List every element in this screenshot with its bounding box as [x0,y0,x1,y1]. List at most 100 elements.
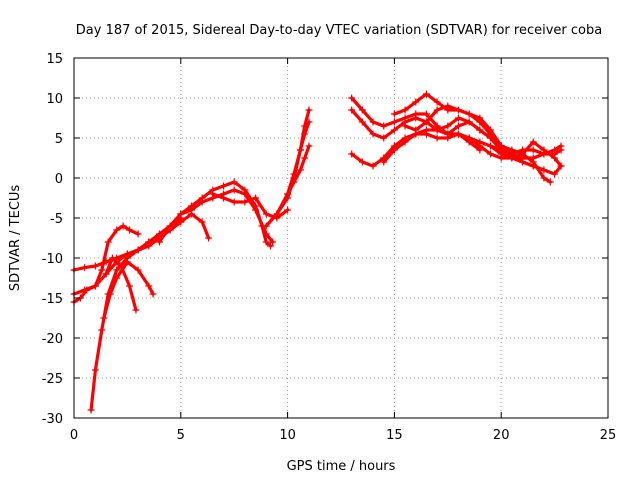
series-trace [350,132,482,168]
y-tick-label: 15 [46,52,63,67]
x-tick-label: 0 [70,428,78,443]
data-point [433,134,441,142]
data-point [540,174,548,182]
data-point [155,238,163,246]
y-tick-label: -30 [42,412,63,427]
data-point [290,170,298,178]
data-point [369,118,377,126]
data-point [444,130,452,138]
data-point [529,158,537,166]
data-point [134,266,142,274]
data-point [305,118,313,126]
data-point [91,262,99,270]
data-point [267,242,275,250]
grid [74,58,608,418]
plot-frame [73,57,609,419]
data-point [422,118,430,126]
x-axis-title: GPS time / hours [287,459,396,474]
data-point [422,110,430,118]
data-point [465,134,473,142]
data-point [209,190,217,198]
data-point [296,166,304,174]
data-point [117,262,125,270]
data-point [220,182,228,190]
data-point [540,146,548,154]
data-point [465,110,473,118]
data-point [487,126,495,134]
data-point [252,194,260,202]
y-tick-label: 10 [46,92,63,107]
data-point [98,326,106,334]
data-point [508,154,516,162]
data-point [465,118,473,126]
data-point [476,142,484,150]
data-point [358,118,366,126]
data-point [262,210,270,218]
data-point [126,226,134,234]
data-point [401,138,409,146]
data-point [557,162,565,170]
data-point [145,238,153,246]
data-point [269,238,277,246]
data-point [145,282,153,290]
data-point [412,126,420,134]
data-point [177,210,185,218]
series-trace [488,140,563,168]
data-point [81,286,89,294]
series-pass-12 [284,142,313,198]
data-point [81,264,89,272]
data-point [119,222,127,230]
data-point [497,150,505,158]
data-point [380,134,388,142]
series-pass-6 [102,254,140,314]
data-point [487,150,495,158]
data-point [551,154,559,162]
data-point [433,106,441,114]
series-pass-8 [177,178,275,250]
data-point [433,126,441,134]
data-point [540,166,548,174]
data-point [476,126,484,134]
data-point [241,186,249,194]
data-point [412,114,420,122]
data-point [284,190,292,198]
data-point [134,230,142,238]
data-point [454,130,462,138]
ticks: 0 5 10 15 20 25 -30 -25 -20 -15 -10 -5 0 5 10 15 [42,52,617,443]
y-tick-label: -20 [42,332,63,347]
series-pass-20 [487,138,565,170]
data-point [91,282,99,290]
data-point [557,146,565,154]
data-point [198,194,206,202]
data-point [529,146,537,154]
data-point [205,234,213,242]
data-point [454,122,462,130]
x-tick-label: 25 [600,428,617,443]
y-tick-label: -10 [42,252,63,267]
series-trace [275,120,311,216]
data-point [369,130,377,138]
data-point [369,162,377,170]
data-point [390,118,398,126]
y-tick-label: 0 [55,172,63,187]
data-point [380,122,388,130]
data-point [126,282,134,290]
data-point [296,146,304,154]
data-point [390,110,398,118]
data-point [108,254,116,262]
data-point [301,154,309,162]
data-point [149,290,157,298]
series-pass-5 [100,258,157,322]
data-point [102,270,110,278]
data-point [284,206,292,214]
data-point [358,158,366,166]
data-series [70,90,565,414]
data-point [187,202,195,210]
data-point [305,142,313,150]
data-point [220,194,228,202]
data-point [422,126,430,134]
data-point [519,158,527,166]
series-trace [403,104,546,172]
